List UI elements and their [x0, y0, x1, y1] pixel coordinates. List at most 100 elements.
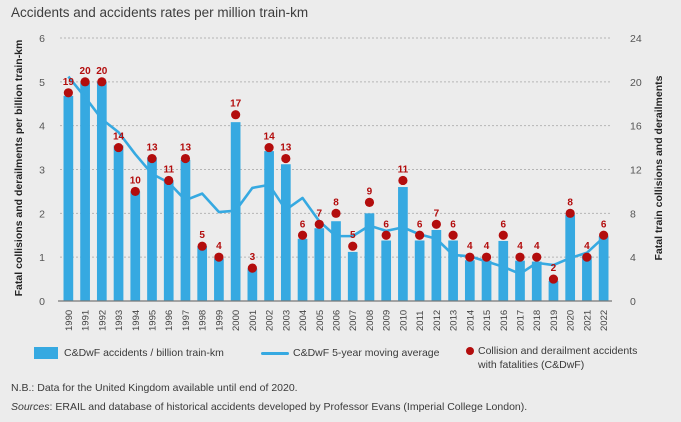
x-tick-label: 2000	[231, 310, 242, 331]
x-tick-label: 1996	[164, 310, 175, 331]
y2-tick-label: 12	[630, 165, 642, 177]
data-label: 17	[230, 99, 242, 110]
data-label: 7	[434, 208, 440, 219]
y2-tick-label: 4	[630, 252, 636, 264]
data-label: 14	[113, 132, 125, 143]
fatality-point	[113, 142, 124, 153]
fatality-point	[147, 153, 157, 164]
x-tick-label: 1990	[64, 310, 75, 331]
y2-tick-label: 24	[630, 33, 642, 45]
x-tick-label: 2015	[482, 310, 493, 331]
x-tick-label: 1992	[97, 310, 108, 331]
y2-tick-label: 16	[630, 121, 642, 133]
x-tick-label: 2017	[516, 310, 527, 331]
y2-tick-label: 8	[630, 208, 636, 220]
fatality-point	[264, 142, 274, 153]
bar	[498, 240, 509, 301]
bar	[414, 240, 425, 301]
bar	[264, 151, 274, 301]
x-tick-label: 2019	[549, 310, 560, 331]
x-tick-label: 2020	[566, 310, 577, 331]
fatality-point	[582, 252, 592, 262]
x-tick-label: 2004	[298, 310, 309, 331]
x-tick-label: 2005	[315, 310, 326, 331]
bar	[481, 260, 492, 301]
fatality-point	[164, 175, 174, 186]
y-tick-label: 4	[39, 121, 45, 133]
fatality-point	[231, 110, 241, 120]
y2-tick-label: 20	[630, 77, 642, 89]
fatality-point	[498, 230, 508, 240]
data-label: 5	[199, 230, 205, 241]
data-label: 2	[551, 263, 557, 274]
note-nb: N.B.: Data for the United Kingdom availa…	[11, 382, 298, 394]
x-tick-label: 2014	[465, 310, 476, 331]
data-label: 6	[601, 219, 607, 230]
legend-item-bars: C&DwF accidents / billion train-km	[34, 346, 224, 360]
fatality-point	[565, 208, 575, 218]
fatality-point	[381, 230, 391, 240]
fatality-point	[599, 230, 609, 240]
fatality-point	[197, 241, 207, 251]
data-label: 6	[500, 219, 506, 230]
y-tick-label: 2	[39, 208, 45, 220]
x-tick-label: 1999	[214, 310, 225, 331]
x-tick-label: 1998	[198, 310, 209, 331]
fatality-point	[448, 230, 458, 240]
data-label: 4	[216, 241, 222, 252]
bar	[180, 159, 191, 301]
x-tick-label: 2018	[532, 310, 543, 331]
data-label: 4	[517, 241, 523, 252]
fatality-point	[415, 230, 425, 240]
bar	[548, 280, 559, 301]
note-sources: Sources: ERAIL and database of historica…	[11, 401, 527, 413]
fatality-point	[97, 77, 107, 87]
data-label: 9	[367, 186, 373, 197]
data-label: 13	[146, 143, 158, 154]
x-tick-label: 1991	[81, 310, 92, 331]
bar	[247, 268, 258, 301]
legend-label-line: C&DwF 5-year moving average	[293, 347, 440, 359]
fatality-point	[297, 230, 308, 240]
x-tick-label: 1997	[181, 310, 192, 331]
bar	[113, 145, 124, 301]
x-tick-label: 2009	[382, 310, 393, 331]
data-label: 6	[300, 219, 306, 230]
bar	[314, 228, 325, 301]
fatality-point	[465, 252, 475, 262]
fatality-point	[398, 175, 408, 186]
data-label: 8	[333, 197, 339, 208]
fatality-point	[180, 153, 191, 164]
y-tick-label: 1	[39, 252, 45, 264]
data-label: 7	[316, 208, 322, 219]
x-tick-label: 2001	[248, 310, 259, 331]
bar	[531, 261, 542, 301]
data-label: 4	[467, 241, 473, 252]
bar	[398, 187, 408, 301]
legend-item-line: C&DwF 5-year moving average	[261, 346, 439, 360]
fatality-point	[214, 252, 224, 262]
fatality-point	[431, 219, 441, 229]
dot-swatch-icon	[466, 347, 474, 355]
line-swatch-icon	[261, 351, 289, 355]
bar	[347, 251, 358, 301]
data-label: 13	[280, 143, 292, 154]
bar	[364, 213, 375, 301]
bar	[331, 221, 341, 301]
legend-label-dots-2: with fatalities (C&DwF)	[478, 359, 585, 371]
x-tick-label: 1994	[131, 310, 142, 331]
legend-item-dots: Collision and derailment accidents with f…	[466, 344, 637, 372]
data-label: 11	[398, 164, 409, 175]
data-label: 4	[534, 241, 540, 252]
x-tick-label: 2013	[449, 310, 460, 331]
fatality-point	[80, 77, 90, 87]
bar	[598, 236, 609, 301]
data-label: 4	[484, 241, 490, 252]
bar	[130, 191, 141, 301]
fatality-point	[481, 252, 492, 262]
y-tick-label: 6	[39, 33, 45, 45]
bar	[163, 180, 174, 301]
x-tick-label: 2011	[415, 311, 426, 331]
